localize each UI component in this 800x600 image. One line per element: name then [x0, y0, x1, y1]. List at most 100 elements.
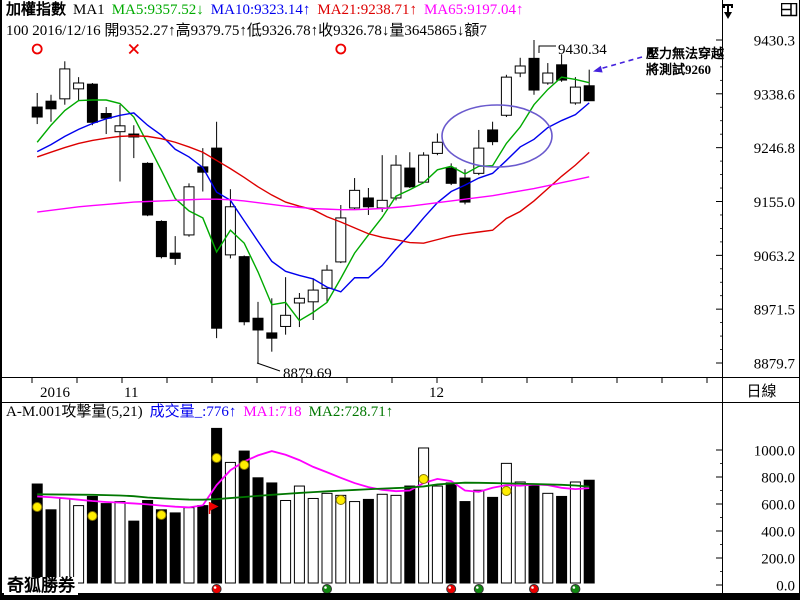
svg-text:1000.0: 1000.0 [754, 444, 795, 460]
volume-bar [445, 482, 457, 584]
svg-text:8879.7: 8879.7 [754, 356, 796, 372]
index-name: 加權指數 [6, 2, 67, 18]
peak-price-label: 9430.34 [558, 42, 607, 58]
volume-bar [349, 501, 361, 584]
candle-body [569, 86, 581, 104]
volume-bar [583, 479, 595, 584]
svg-text:600.0: 600.0 [761, 498, 795, 514]
candle-body [349, 189, 361, 209]
candle-body [252, 317, 264, 331]
low-price-label: 8879.69 [283, 366, 332, 382]
volume-bar [183, 507, 195, 584]
candle-body [59, 68, 71, 100]
candle-body [211, 147, 223, 329]
period-label[interactable]: 日線 [746, 384, 777, 400]
volume-value: 成交量_:776↑ [149, 404, 237, 420]
volume-ma2-value: MA2:728.71↑ [308, 404, 394, 420]
ma65-value: MA65:9197.04↑ [423, 2, 524, 18]
volume-bars [31, 427, 595, 584]
candle-body [321, 269, 333, 289]
volume-yellow-dot [156, 510, 167, 520]
anchor-icon[interactable] [721, 2, 735, 20]
volume-bar [266, 482, 278, 584]
volume-yellow-dot [211, 453, 222, 463]
candle-body [500, 76, 512, 116]
svg-text:9338.6: 9338.6 [754, 87, 796, 103]
candle-body [390, 164, 402, 199]
volume-yellow-dot [87, 511, 98, 521]
volume-bar [431, 485, 443, 584]
candle-body [142, 162, 154, 216]
candle-body [431, 141, 443, 154]
candle-body [280, 314, 292, 327]
volume-bar [73, 505, 85, 584]
volume-bar [569, 481, 581, 584]
volume-bar [100, 503, 112, 584]
volume-bar [404, 485, 416, 584]
svg-text:800.0: 800.0 [761, 471, 795, 487]
volume-indicator-label: A-M.001攻擊量(5,21) [6, 404, 143, 420]
ma5-value: MA5:9357.52↓ [111, 2, 204, 18]
candle-body [335, 217, 347, 263]
volume-bar [293, 485, 305, 584]
candle-body [418, 154, 430, 183]
volume-bar [376, 493, 388, 584]
volume-bar [114, 501, 126, 584]
signal-circle-marker [31, 43, 43, 55]
volume-bar [155, 509, 167, 584]
candle-body [238, 256, 250, 323]
x-axis-label: 11 [124, 385, 138, 401]
candles [31, 39, 595, 364]
svg-text:9246.8: 9246.8 [754, 141, 795, 157]
candle-body [514, 65, 526, 74]
candle-body [583, 85, 595, 102]
bottom-border [2, 593, 799, 600]
volume-bar [321, 492, 333, 584]
note-arrow [595, 56, 643, 71]
volume-bar [528, 484, 540, 584]
volume-yellow-dot [239, 460, 250, 470]
tiled-window-icon[interactable] [781, 3, 798, 17]
volume-bar [280, 499, 292, 584]
candle-body [155, 220, 167, 258]
right-axis-line [722, 0, 723, 600]
price-ma21-line [36, 135, 590, 244]
candle-body [266, 332, 278, 339]
volume-bar [197, 505, 209, 584]
watermark: 奇狐勝券 [4, 577, 78, 595]
volume-ma1-line [37, 450, 590, 509]
volume-bar [142, 499, 154, 584]
svg-text:8971.5: 8971.5 [754, 303, 795, 319]
ma10-value: MA10:9323.14↑ [210, 2, 311, 18]
volume-bar [307, 497, 319, 584]
volume-bar [362, 498, 374, 584]
svg-text:9155.0: 9155.0 [754, 195, 795, 211]
candle-body [86, 83, 98, 123]
x-axis-label: 12 [429, 385, 444, 401]
svg-text:9063.2: 9063.2 [754, 249, 795, 265]
ma-set-label: MA1 [73, 2, 105, 18]
candle-body [307, 289, 319, 303]
price-ma5-line [36, 76, 590, 322]
candle-body [362, 197, 374, 208]
candle-body [45, 100, 57, 110]
volume-bar [514, 481, 526, 584]
candle-body [487, 129, 499, 143]
volume-bar [128, 520, 140, 584]
axes: 9430.3 9338.6 9246.8 9155.0 9063.2 8971.5 8879… [31, 34, 796, 595]
volume-bar [500, 462, 512, 584]
volume-bar [556, 495, 568, 584]
volume-bar [169, 512, 181, 584]
candle-body [73, 82, 85, 90]
candle-body [404, 167, 416, 188]
volume-bar [252, 477, 264, 584]
price-ma65-line [37, 176, 590, 213]
volume-bar [418, 447, 430, 584]
candle-body [445, 167, 457, 184]
volume-bar [390, 494, 402, 584]
volume-ma2-line [37, 481, 590, 501]
svg-text:0.0: 0.0 [776, 579, 795, 595]
